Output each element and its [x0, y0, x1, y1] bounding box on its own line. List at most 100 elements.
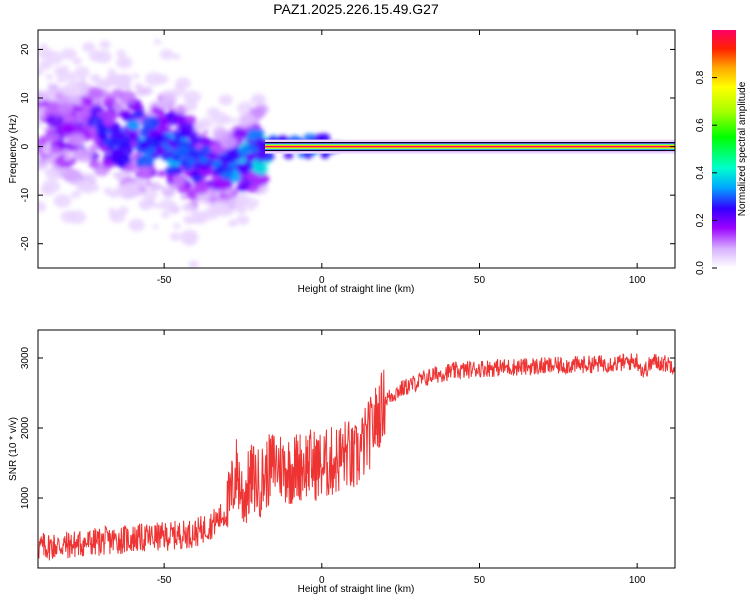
spectrogram-cell — [40, 43, 48, 49]
spectrogram-cell — [188, 150, 199, 158]
spectrogram-y-tick-label: 10 — [20, 92, 31, 104]
colorbar: 0.0 0.2 0.4 0.6 0.8 Normalized spectral ampl… — [695, 30, 748, 275]
spectrogram-cell — [82, 119, 88, 124]
spectrogram-cell — [66, 81, 82, 93]
spectrogram-cell — [48, 132, 61, 143]
colorbar-tick-label: 0.6 — [695, 118, 706, 132]
spectrogram-cell — [212, 117, 219, 123]
spectrogram-cell — [38, 121, 42, 127]
spectrogram-x-tick-label: 50 — [474, 275, 486, 286]
spectrogram-cell — [112, 101, 126, 112]
spectrogram-cell — [220, 115, 233, 125]
spectrogram-cell — [114, 77, 130, 90]
spectrogram-cell — [47, 83, 56, 90]
spectrogram-cell — [186, 157, 197, 166]
spectrogram-cell — [88, 144, 99, 152]
spectrogram-cell — [46, 113, 64, 128]
spectrogram-cell — [237, 147, 249, 158]
spectrogram-cell — [229, 220, 237, 227]
spectrogram-x-tick-label: -50 — [157, 275, 172, 286]
snr-y-ticks: 1000 2000 3000 — [20, 346, 675, 509]
spectrogram-cell — [118, 90, 137, 104]
spectrogram-cell — [220, 136, 237, 149]
spectrogram-cell — [238, 112, 257, 127]
spectrogram-cell — [157, 170, 166, 177]
spectrogram-cell — [61, 48, 77, 60]
spectrogram-cell — [182, 202, 194, 213]
spectrogram-cell — [202, 130, 209, 136]
spectrogram-x-axis-label: Height of straight line (km) — [298, 284, 415, 295]
spectrogram-cell — [164, 166, 176, 176]
snr-y-tick-label: 3000 — [20, 346, 31, 369]
spectrogram-cell — [187, 97, 197, 104]
spectrogram-cell — [172, 154, 181, 163]
spectrogram-cell — [141, 189, 158, 202]
spectrogram-cell — [253, 96, 263, 104]
spectrogram-y-ticks: -20 -10 0 10 20 — [20, 43, 675, 251]
spectrogram-cell — [49, 145, 61, 154]
spectrogram-cell — [172, 139, 183, 146]
colorbar-gradient — [712, 30, 736, 268]
spectrogram-cell — [87, 86, 104, 100]
spectrogram-cell — [169, 232, 182, 242]
spectrogram-cell — [195, 142, 204, 150]
spectrogram-y-tick-label: -10 — [20, 187, 31, 202]
snr-y-axis-label: SNR (10 * v/v) — [8, 417, 19, 481]
spectrogram-cell — [159, 198, 176, 211]
spectrogram-cell — [70, 77, 77, 83]
spectrogram-x-tick-label: 100 — [629, 275, 646, 286]
spectrogram-cell — [57, 101, 74, 115]
spectrogram-cell — [209, 152, 218, 160]
snr-y-tick-label: 2000 — [20, 416, 31, 439]
spectrogram-y-tick-label: 0 — [20, 143, 31, 149]
spectrogram-cell — [241, 181, 251, 189]
spectrogram-cell — [137, 166, 152, 177]
spectrogram-cell — [45, 168, 60, 180]
spectrogram-cell — [235, 204, 248, 214]
spectrogram-ridge — [265, 139, 675, 154]
spectrogram-cell — [178, 122, 195, 135]
spectrogram-cell — [224, 187, 235, 196]
spectrogram-cell — [171, 113, 187, 125]
spectrogram-cell — [131, 73, 140, 79]
spectrogram-cell — [197, 163, 211, 170]
spectrogram-cell — [138, 199, 151, 209]
spectrogram-cell — [125, 162, 138, 173]
spectrogram-cell — [38, 68, 44, 76]
spectrogram-y-tick-label: 20 — [20, 43, 31, 55]
snr-x-axis-label: Height of straight line (km) — [298, 584, 415, 595]
spectrogram-cell — [104, 148, 123, 162]
spectrogram-cell — [127, 132, 139, 141]
spectrogram-cell — [177, 150, 190, 158]
spectrogram-cell — [153, 38, 162, 45]
spectrogram-cell — [135, 178, 144, 185]
spectrogram-cell — [213, 191, 221, 198]
spectrogram-cell — [133, 110, 145, 119]
spectrogram-cell — [57, 124, 74, 137]
spectrogram-cell — [152, 133, 166, 143]
spectrogram-cell — [162, 187, 175, 198]
spectrogram-cell — [188, 260, 199, 268]
spectrogram-cell — [80, 95, 90, 103]
spectrogram-cell — [43, 127, 49, 132]
spectrogram-cell — [198, 117, 213, 129]
spectrogram-cell — [175, 77, 191, 90]
spectrogram-cell — [128, 218, 145, 232]
snr-y-tick-label: 1000 — [20, 486, 31, 509]
spectrogram-cell — [183, 169, 193, 177]
spectrogram-cell — [283, 152, 294, 160]
snr-x-ticks: -50 0 50 100 — [157, 330, 646, 586]
spectrogram-cell — [40, 158, 46, 163]
spectrogram-cell — [183, 215, 195, 225]
snr-series-line — [38, 353, 675, 561]
spectrogram-cell — [68, 210, 87, 224]
spectrogram-cell — [116, 49, 126, 58]
spectrogram-cell — [78, 75, 87, 82]
spectrogram-cell — [122, 112, 136, 123]
spectrogram-cell — [54, 66, 66, 76]
snr-x-tick-label: 50 — [474, 575, 486, 586]
spectrogram-cell — [152, 224, 159, 230]
spectrogram-cell — [62, 169, 80, 183]
colorbar-tick-label: 0.0 — [695, 261, 706, 275]
spectrogram-cell — [101, 158, 113, 168]
